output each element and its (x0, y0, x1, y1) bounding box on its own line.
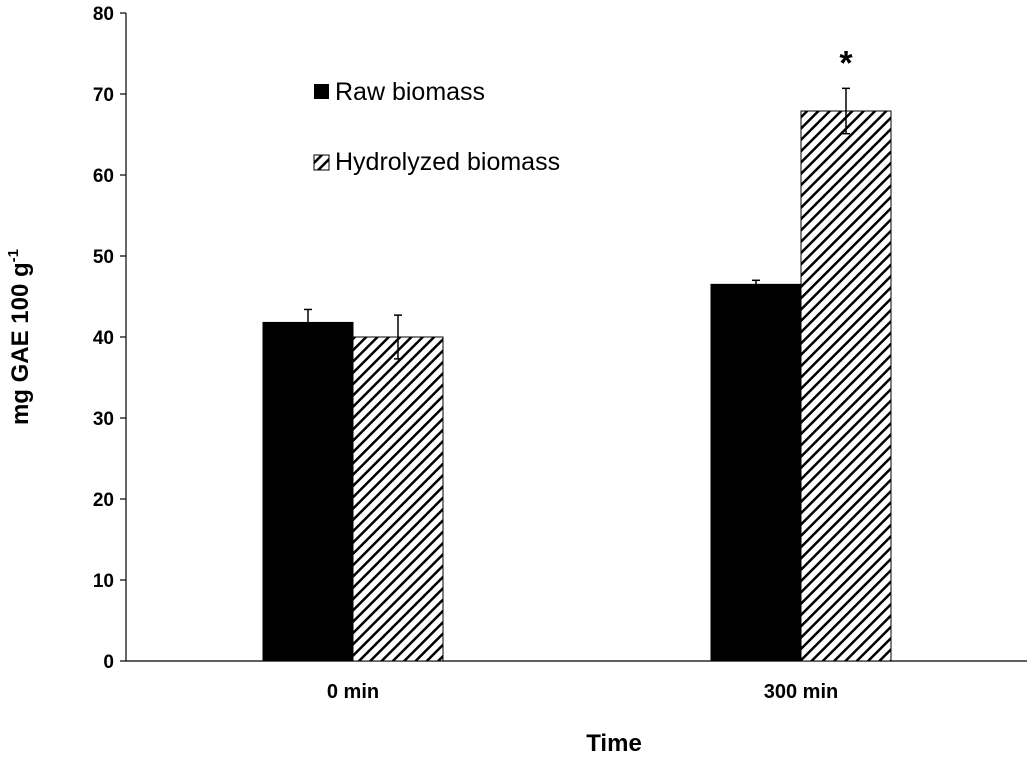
y-tick-label-80: 80 (93, 4, 114, 25)
y-tick-label-40: 40 (93, 328, 114, 349)
annotations: * (839, 44, 853, 82)
y-tick-label-50: 50 (93, 247, 114, 268)
y-axis-title-superscript: -1 (5, 249, 22, 262)
legend-label-hydrolyzed: Hydrolyzed biomass (335, 148, 560, 176)
significance-asterisk: * (839, 44, 853, 82)
bar-raw-300-min (710, 283, 802, 662)
y-tick-label-70: 70 (93, 85, 114, 106)
axes (125, 13, 1027, 662)
bar-hydrolyzed-0-min (352, 336, 444, 662)
legend-swatch-raw (314, 84, 329, 99)
bar-hydrolyzed-300-min (800, 110, 892, 662)
error-bars (304, 87, 850, 360)
legend: Raw biomass Hydrolyzed biomass (313, 78, 560, 176)
y-tick-label-10: 10 (93, 571, 114, 592)
y-axis-title: mg GAE 100 g-1 (5, 249, 34, 425)
legend-label-raw: Raw biomass (335, 78, 485, 106)
y-tick-label-60: 60 (93, 166, 114, 187)
bar-raw-0-min (262, 321, 354, 662)
x-tick-label-0-min: 0 min (327, 681, 379, 703)
y-tick-label-0: 0 (103, 652, 114, 673)
bars (262, 110, 892, 662)
legend-swatch-hydrolyzed (313, 154, 330, 171)
legend-item-hydrolyzed: Hydrolyzed biomass (313, 148, 560, 176)
x-axis-title: Time (586, 730, 642, 757)
x-tick-label-300-min: 300 min (764, 681, 838, 703)
y-axis-title-main: mg GAE 100 g (7, 262, 34, 425)
legend-item-raw: Raw biomass (314, 78, 485, 106)
y-tick-label-20: 20 (93, 490, 114, 511)
category-labels: 0 min 300 min (327, 681, 838, 703)
y-tick-label-30: 30 (93, 409, 114, 430)
y-ticks: 0 10 20 30 40 50 60 70 80 (93, 4, 126, 673)
